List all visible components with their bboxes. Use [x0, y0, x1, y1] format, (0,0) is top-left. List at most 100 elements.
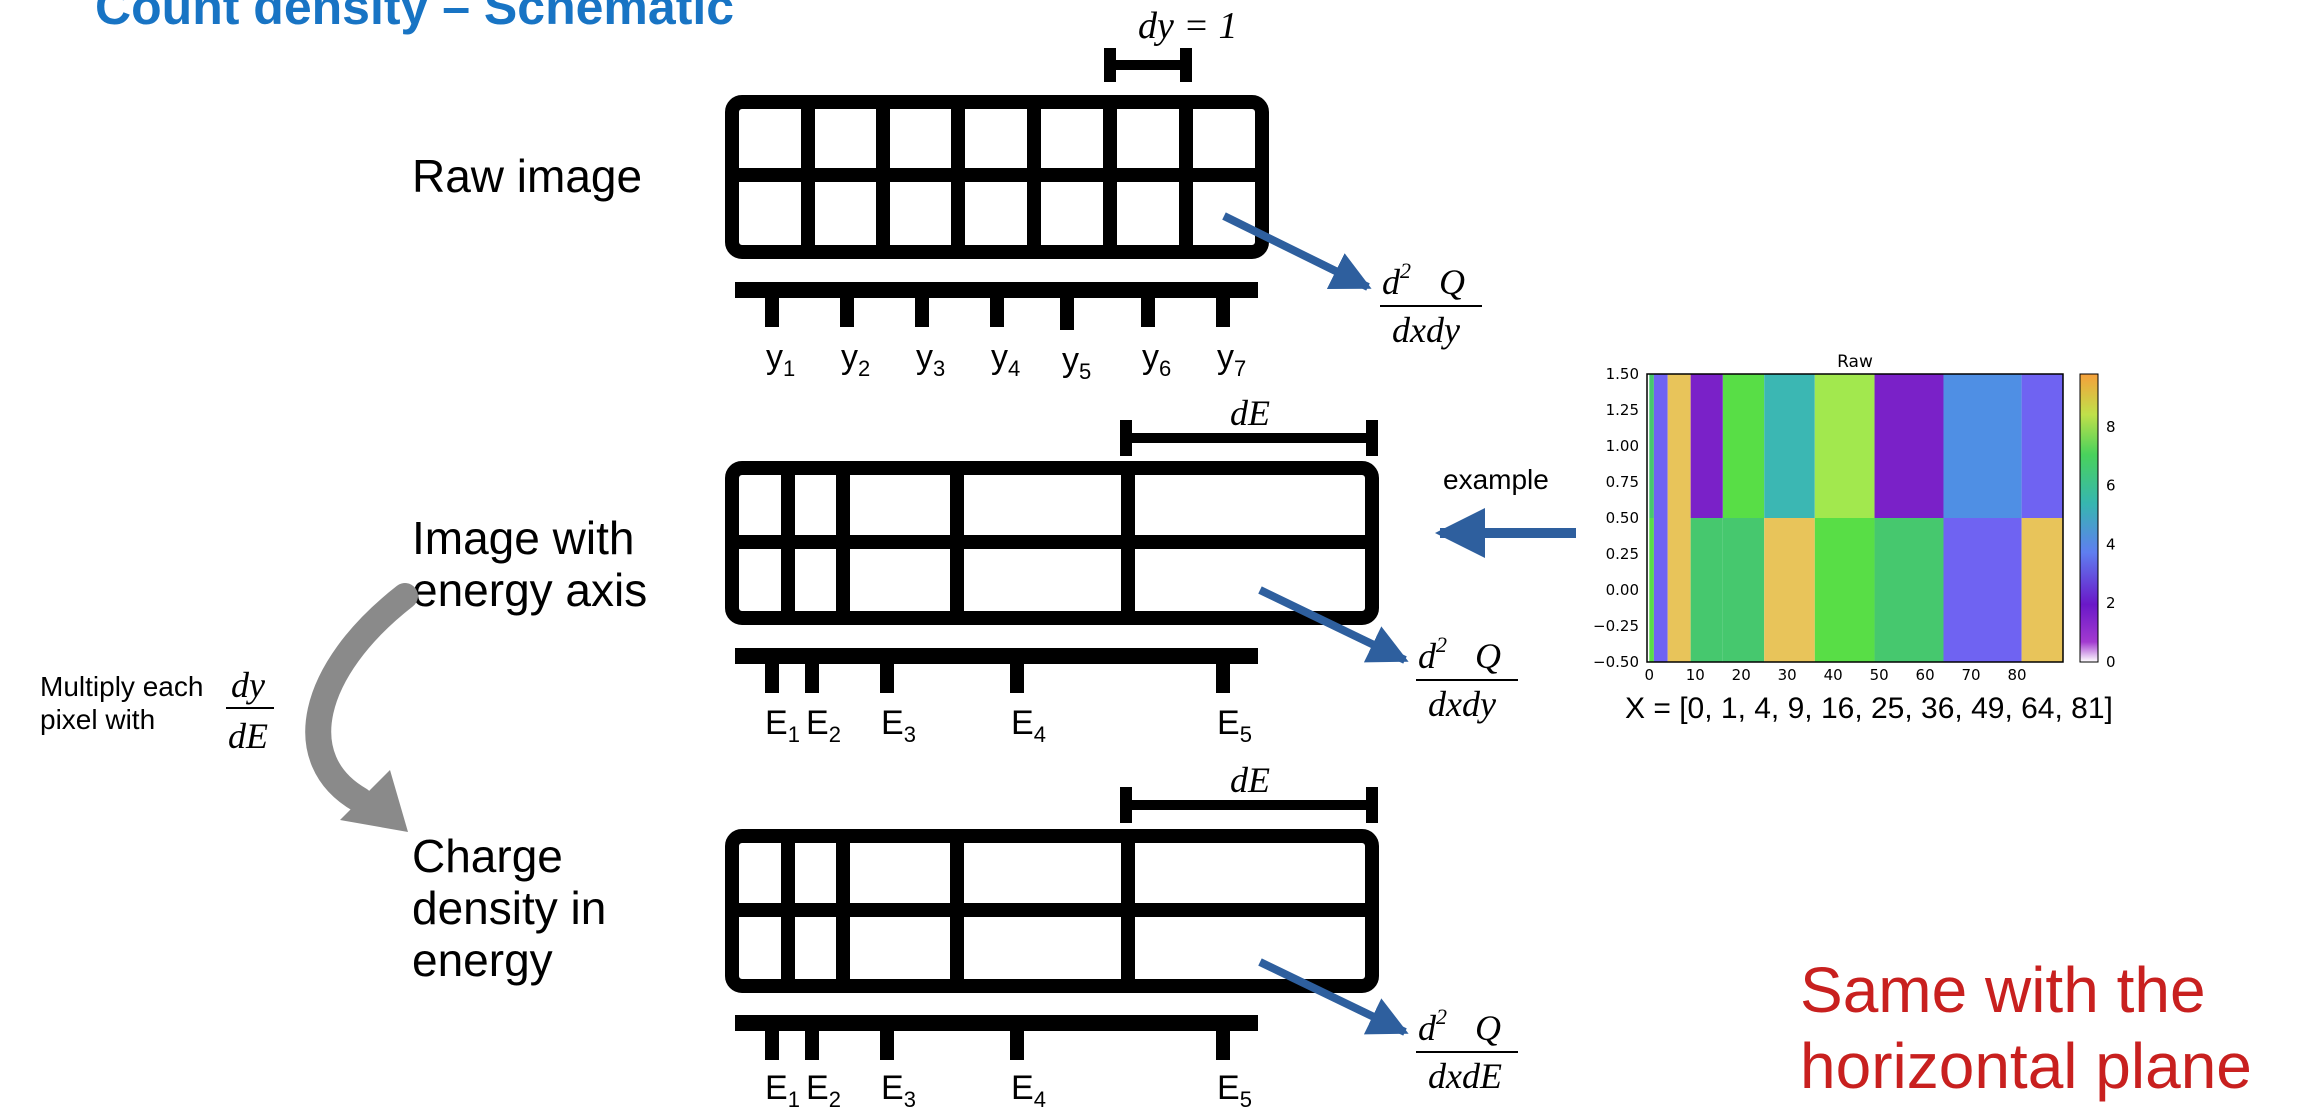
label-charge-1: Charge	[412, 830, 563, 882]
curved-gray-arrow	[305, 583, 418, 832]
inset-y-tick: −0.50	[1593, 653, 1639, 671]
raw-pointer-arrow	[1222, 212, 1372, 291]
heatmap-cell	[1722, 518, 1765, 662]
colorbar-ticks: 8 6 4 2 0	[2106, 418, 2116, 671]
colorbar	[2079, 373, 2099, 663]
svg-text:d2Q: d2 Q	[1418, 632, 1501, 676]
y-tick-7: y7	[1217, 338, 1246, 381]
svg-text:dy: dy	[231, 665, 265, 705]
inset-x-tick: 70	[1962, 666, 1981, 684]
inset-y-tick: −0.25	[1593, 617, 1639, 635]
dy-bracket	[1104, 48, 1192, 82]
heatmap-cell	[1764, 374, 1815, 518]
svg-text:d2Q: d2 Q	[1418, 1004, 1501, 1048]
svg-text:E3: E3	[881, 1069, 916, 1107]
inset-x-tick: 30	[1778, 666, 1797, 684]
label-energy-axis-1: Image with	[412, 512, 635, 564]
inset-heatmap: Raw 1.50 1.25 1.00 0.75 0.50 0.25 0.00 −0.25 −0.…	[1593, 352, 2116, 684]
y-tick-4: y4	[991, 338, 1020, 381]
colorbar-tick: 0	[2106, 653, 2116, 671]
heatmap-cell	[1814, 518, 1875, 662]
dy-equals-label: dy = 1	[1138, 5, 1238, 47]
charge-pointer-arrow	[1258, 958, 1409, 1036]
svg-text:E1: E1	[765, 1069, 800, 1107]
svg-text:E2: E2	[806, 704, 841, 747]
svg-text:dxdy: dxdy	[1428, 684, 1496, 724]
y-tick-1: y1	[766, 338, 795, 381]
heatmap-cell	[1943, 374, 2022, 518]
heatmap-cell	[1814, 374, 1875, 518]
energy-axis-1	[735, 648, 1258, 693]
heatmap-cell	[2021, 374, 2063, 518]
svg-text:E3: E3	[881, 704, 916, 747]
y-tick-5: y5	[1062, 341, 1091, 384]
y-tick-2: y2	[841, 338, 870, 381]
heatmap-cell	[1649, 518, 1654, 662]
heatmap-cell	[1943, 518, 2022, 662]
heatmap-cell	[1764, 518, 1815, 662]
inset-y-tick: 1.00	[1606, 437, 1639, 455]
inset-y-tick: 1.25	[1606, 401, 1639, 419]
heatmap-cell	[1874, 374, 1944, 518]
frac-dy-dE: dy dE	[226, 665, 274, 756]
svg-text:E4: E4	[1011, 704, 1046, 747]
inset-x-ticks: 0 10 20 30 40 50 60 70 80	[1645, 666, 2027, 684]
energy-image-grid	[725, 461, 1379, 625]
y-tick-labels: y1 y2 y3 y4 y5 y6 y7	[766, 338, 1246, 384]
frac-d2q-dxdE: d2 Q dxdE	[1416, 1004, 1518, 1096]
colorbar-tick: 6	[2106, 477, 2116, 495]
heatmap-cell	[1722, 374, 1765, 518]
frac-d2q-dxdy-1: d2 Q dxdy	[1380, 258, 1482, 350]
heatmap-cells	[1649, 374, 2063, 662]
svg-text:E4: E4	[1011, 1069, 1046, 1107]
inset-y-tick: 0.00	[1606, 581, 1639, 599]
y-tick-6: y6	[1142, 338, 1171, 381]
inset-x-tick: 10	[1686, 666, 1705, 684]
colorbar-tick: 4	[2106, 535, 2116, 553]
heatmap-cell	[1667, 374, 1691, 518]
inset-y-tick: 0.50	[1606, 509, 1639, 527]
svg-text:E5: E5	[1217, 1069, 1252, 1107]
inset-y-ticks: 1.50 1.25 1.00 0.75 0.50 0.25 0.00 −0.25 −0.50	[1593, 365, 1639, 671]
multiply-text-1: Multiply each	[40, 671, 204, 702]
svg-text:E1: E1	[765, 704, 800, 747]
inset-y-tick: 0.25	[1606, 545, 1639, 563]
slide-title: Count density – Schematic	[95, 0, 735, 35]
heatmap-cell	[1653, 518, 1668, 662]
label-charge-2: density in	[412, 882, 607, 934]
e-tick-labels-1: E1 E2 E3 E4 E5	[765, 704, 1252, 747]
svg-text:d2Q: d2 Q	[1382, 258, 1465, 302]
charge-density-grid	[725, 829, 1379, 993]
label-raw-image: Raw image	[412, 150, 643, 202]
inset-y-tick: 0.75	[1606, 473, 1639, 491]
svg-text:dE: dE	[228, 716, 268, 756]
example-label: example	[1443, 464, 1549, 495]
inset-x-tick: 0	[1645, 666, 1655, 684]
heatmap-cell	[1690, 374, 1723, 518]
heatmap-cell	[1690, 518, 1723, 662]
heatmap-cell	[1874, 518, 1944, 662]
frac-d2q-dxdy-2: d2 Q dxdy	[1416, 632, 1518, 724]
svg-text:E5: E5	[1217, 704, 1252, 747]
label-energy-axis-2: energy axis	[412, 564, 648, 616]
inset-x-tick: 60	[1916, 666, 1935, 684]
svg-text:dxdy: dxdy	[1392, 310, 1460, 350]
dE-label-1: dE	[1230, 393, 1270, 433]
x-array-caption: X = [0, 1, 4, 9, 16, 25, 36, 49, 64, 81]	[1625, 692, 2113, 725]
red-note-2: horizontal plane	[1800, 1030, 2252, 1102]
dE-bracket-2	[1120, 787, 1378, 823]
heatmap-cell	[1649, 374, 1654, 518]
heatmap-cell	[1653, 374, 1668, 518]
e-tick-labels-2: E1 E2 E3 E4 E5	[765, 1069, 1252, 1107]
heatmap-cell	[1667, 518, 1691, 662]
red-note-1: Same with the	[1800, 954, 2206, 1026]
inset-x-tick: 20	[1732, 666, 1751, 684]
dE-bracket-1	[1120, 420, 1378, 456]
raw-image-grid	[725, 95, 1269, 259]
inset-title: Raw	[1837, 352, 1873, 372]
svg-text:dxdE: dxdE	[1428, 1056, 1502, 1096]
colorbar-tick: 8	[2106, 418, 2116, 436]
label-charge-3: energy	[412, 934, 553, 986]
svg-text:E2: E2	[806, 1069, 841, 1107]
